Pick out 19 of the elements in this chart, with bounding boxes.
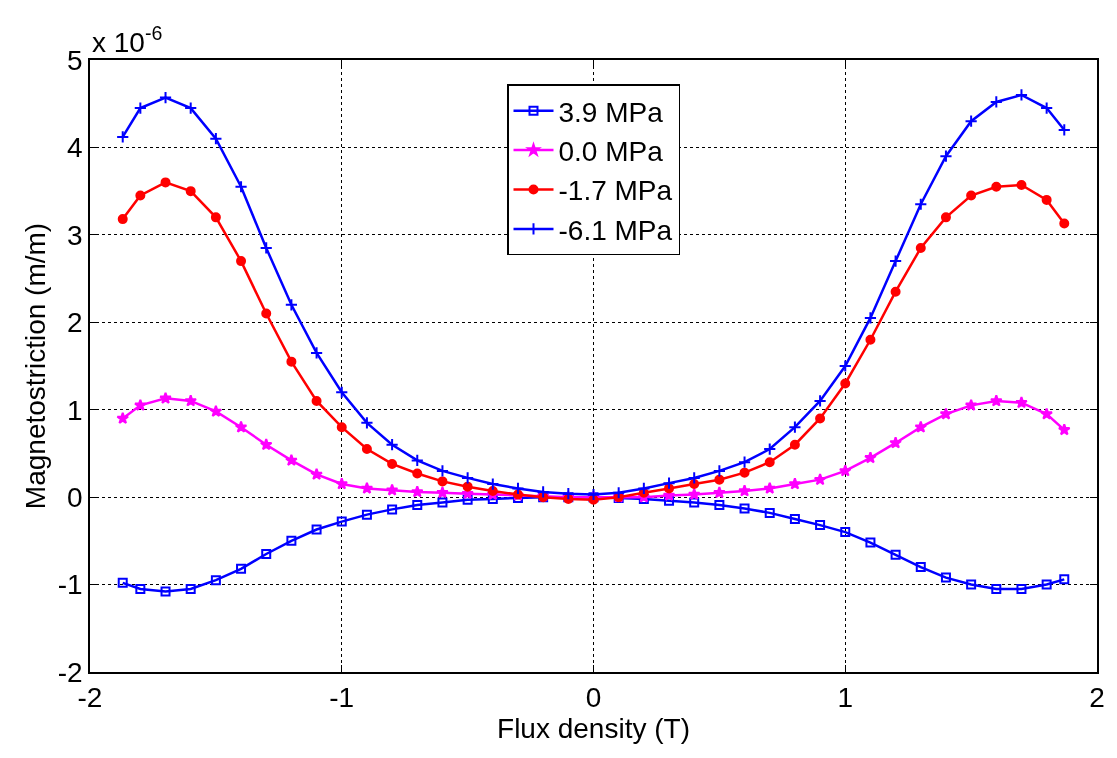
- x-tick-label: 2: [1089, 682, 1105, 714]
- x-axis-title: Flux density (T): [497, 713, 690, 745]
- y-tick-label: 3: [67, 219, 83, 251]
- y-tick-label: -2: [57, 656, 83, 688]
- y-tick-label: 5: [67, 44, 83, 76]
- legend-label: -6.1 MPa: [558, 214, 673, 246]
- x-tick-label: 0: [585, 682, 602, 714]
- y-tick-label: 0: [67, 481, 83, 513]
- y-axis-title: Magnetostriction (m/m): [19, 222, 51, 510]
- legend-label: 3.9 MPa: [558, 96, 664, 128]
- x-tick-label: 1: [837, 682, 854, 714]
- x-tick-label: -1: [329, 682, 355, 714]
- y-tick-label: 2: [67, 307, 83, 339]
- y-tick-label: -1: [57, 569, 83, 601]
- y-tick-label: 1: [67, 394, 83, 426]
- y-tick-label: 4: [67, 132, 83, 164]
- legend-label: 0.0 MPa: [558, 136, 664, 167]
- legend-label: -1.7 MPa: [558, 175, 673, 207]
- text: x 10$^{-6}$: [92, 22, 163, 58]
